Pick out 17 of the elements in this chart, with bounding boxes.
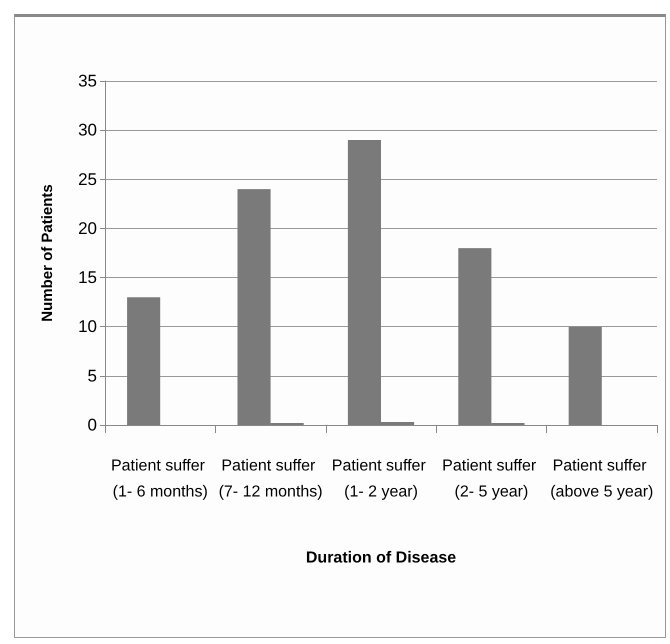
y-tick-label: 20 — [78, 218, 97, 238]
y-axis-title: Number of Patients — [39, 184, 56, 322]
x-tick-label: Patient suffer (above 5 year) — [550, 458, 654, 500]
bar — [568, 326, 602, 425]
x-tick-label: Patient suffer (2- 5 year) — [442, 458, 541, 500]
x-tick-label: Patient suffer (1- 2 year) — [332, 458, 430, 500]
y-tick-label: 30 — [78, 120, 97, 140]
y-tick-label: 10 — [78, 317, 97, 336]
x-axis-title: Duration of Disease — [306, 550, 456, 566]
y-tick-label: 35 — [78, 72, 97, 90]
x-tick-label: Patient suffer (1- 6 months) — [110, 458, 210, 500]
bar — [127, 297, 160, 425]
x-tick-label: Patient suffer (7- 12 months) — [218, 458, 323, 500]
y-tick-label: 25 — [78, 170, 97, 189]
y-tick-label: 15 — [78, 268, 97, 288]
y-tick-label: 5 — [88, 366, 97, 386]
y-tick-label: 0 — [88, 416, 97, 434]
